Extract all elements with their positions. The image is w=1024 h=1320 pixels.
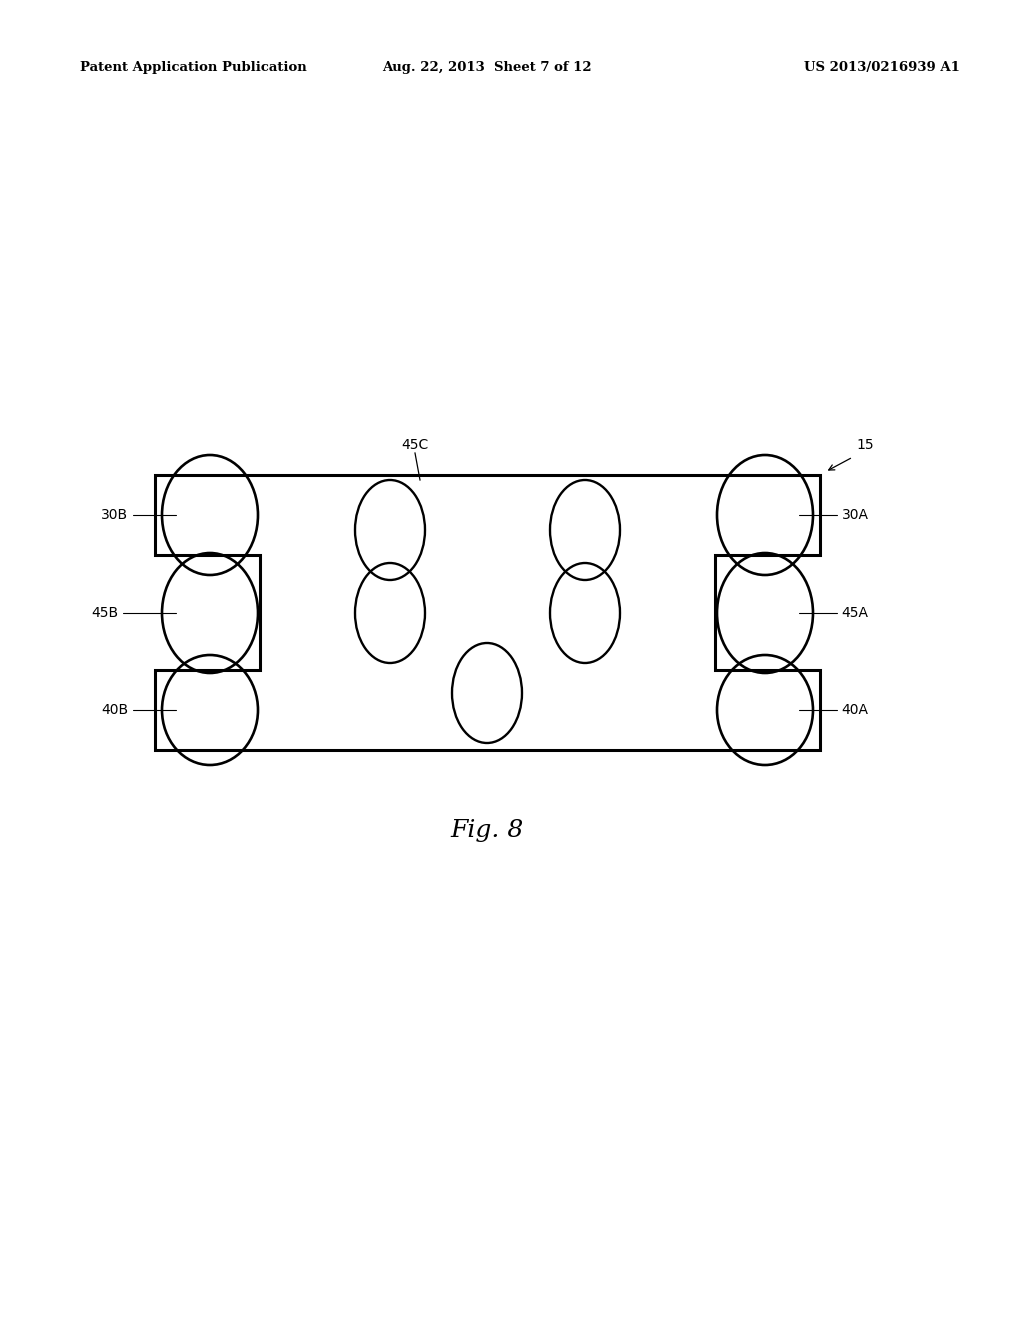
- Text: 40B: 40B: [101, 704, 129, 717]
- Text: US 2013/0216939 A1: US 2013/0216939 A1: [804, 62, 961, 74]
- Text: 30B: 30B: [101, 508, 129, 521]
- Text: 45B: 45B: [91, 606, 119, 620]
- Text: Patent Application Publication: Patent Application Publication: [80, 62, 307, 74]
- Text: Aug. 22, 2013  Sheet 7 of 12: Aug. 22, 2013 Sheet 7 of 12: [382, 62, 592, 74]
- Text: 15: 15: [856, 438, 873, 451]
- Text: 40A: 40A: [842, 704, 868, 717]
- Text: 45C: 45C: [401, 438, 429, 451]
- Text: Fig. 8: Fig. 8: [451, 818, 523, 842]
- Text: 30A: 30A: [842, 508, 868, 521]
- Text: 45A: 45A: [842, 606, 868, 620]
